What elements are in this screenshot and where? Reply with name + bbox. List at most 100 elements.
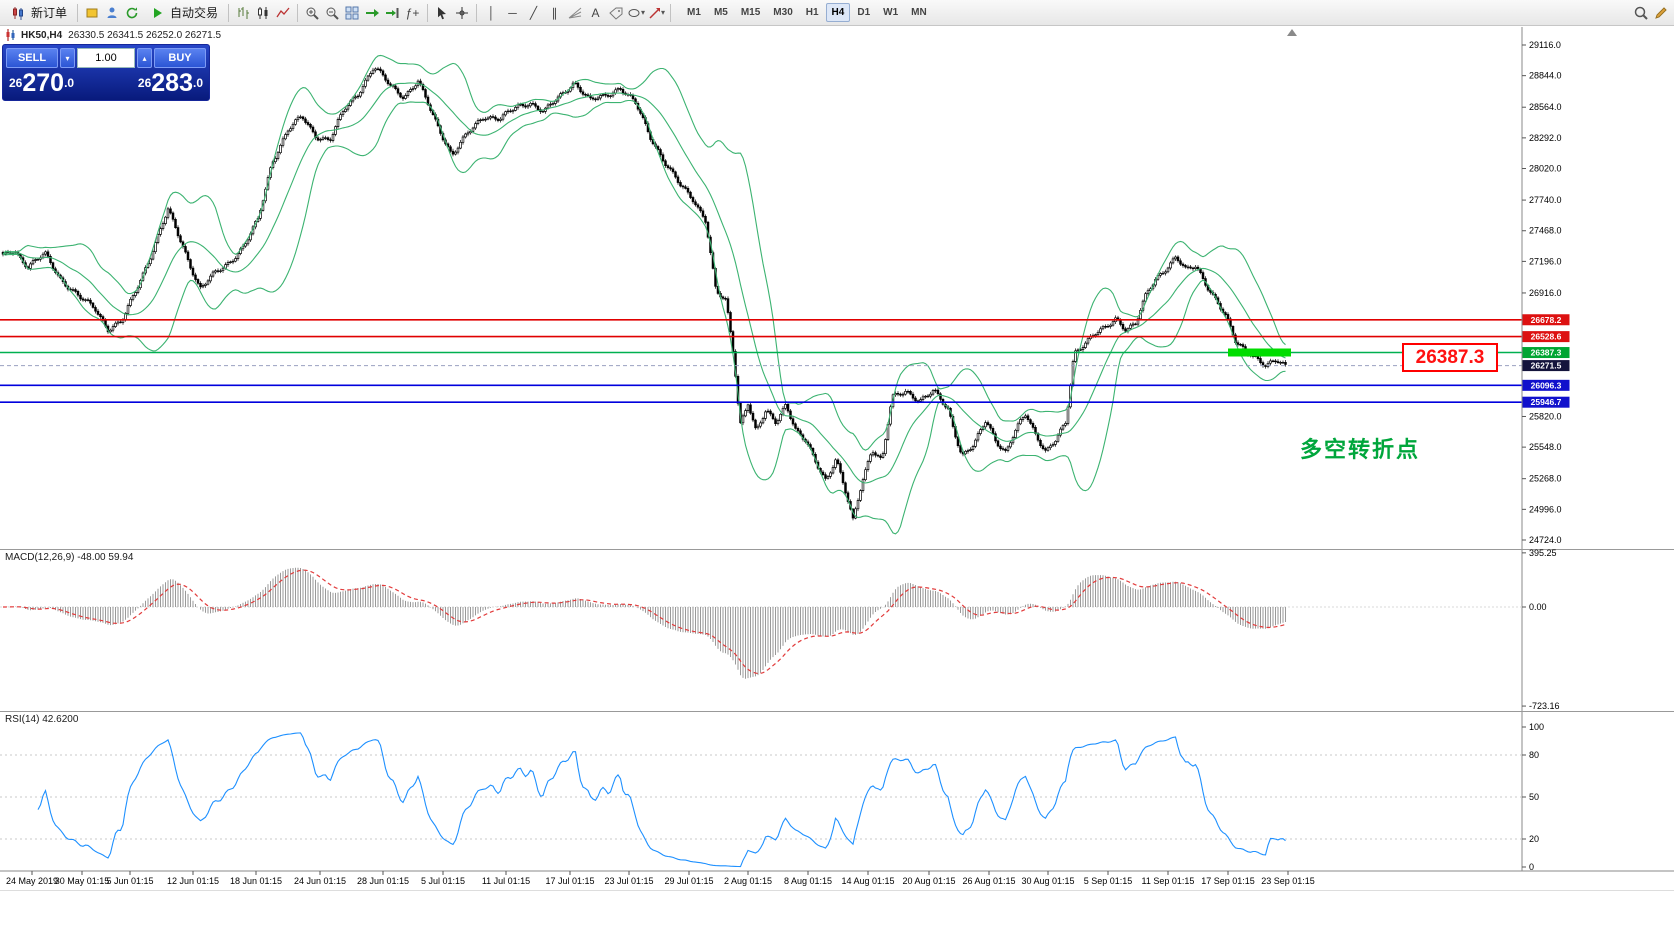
timeframe-button-m1[interactable]: M1 [687,7,701,18]
svg-text:5 Jul 01:15: 5 Jul 01:15 [421,876,465,886]
sell-price-prefix: 26 [9,76,23,90]
volume-decrease-button[interactable]: ▾ [60,48,75,68]
timeframe-button-m15[interactable]: M15 [740,7,761,18]
rsi-label: RSI(14) 42.6200 [5,714,79,725]
chart-shift-icon [386,7,399,18]
timeframe-button-h4[interactable]: H4 [825,3,851,22]
auto-scroll-button[interactable] [363,5,381,21]
timeframe-button-d1[interactable]: D1 [857,7,871,18]
buy-button[interactable]: BUY [154,48,206,68]
svg-text:23 Jul 01:15: 23 Jul 01:15 [604,876,653,886]
sell-price[interactable]: 26 270 .0 [9,70,74,97]
svg-text:18 Jun 01:15: 18 Jun 01:15 [230,876,282,886]
autotrading-button[interactable]: 自动交易 [143,3,223,23]
shapes-button[interactable]: ▾ [627,5,645,21]
pencil-icon [1655,6,1667,19]
price-axis[interactable]: 29116.0 28844.0 28564.0 28292.0 28020.0 27740… [1522,40,1570,545]
cursor-icon [438,6,447,19]
crosshair-button[interactable] [453,5,471,21]
market-watch-button[interactable] [83,5,101,21]
macd-label: MACD(12,26,9) -48.00 59.94 [5,552,134,563]
svg-text:28020.0: 28020.0 [1529,164,1562,174]
text-tool-button[interactable]: A [591,5,600,20]
auto-scroll-icon [366,8,380,17]
toolbar-separator [670,3,672,22]
svg-text:395.25: 395.25 [1529,548,1557,558]
turning-point-annotation[interactable]: 多空转折点 [1300,437,1421,462]
bollinger-lower-band [2,99,1286,535]
trendline-button[interactable]: ╱ [529,5,538,20]
price-tag [1522,360,1570,372]
volume-input[interactable] [77,48,135,68]
arrows-tool-button[interactable]: ▾ [647,5,665,21]
accounts-button[interactable] [103,5,121,21]
svg-text:24996.0: 24996.0 [1529,504,1562,514]
sell-price-big: 270 [22,69,65,97]
timeframe-button-m5[interactable]: M5 [713,7,728,18]
candlestick-chart-icon [258,6,268,19]
timeframe-button-mn[interactable]: MN [911,7,927,18]
person-icon [107,7,117,18]
sell-button[interactable]: SELL [6,48,58,68]
sell-price-suffix: .0 [64,76,75,90]
indicators-button[interactable]: ƒ+ [405,5,420,20]
macd-histogram [5,567,1286,679]
line-chart-button[interactable] [274,5,292,21]
zoom-out-icon [326,7,339,20]
chart-symbol-label: HK50,H4 26330.5 26341.5 26252.0 26271.5 [5,29,221,41]
rsi-line [37,732,1286,868]
fibonacci-icon [568,7,582,18]
horizontal-line-button[interactable]: ─ [508,5,517,20]
line-chart-icon [276,7,290,17]
svg-text:26271.5: 26271.5 [1531,361,1562,371]
refresh-icon [126,6,138,18]
label-tool-button[interactable] [607,5,625,21]
price-annotation-box[interactable]: 26387.3 [1402,343,1498,372]
svg-text:80: 80 [1529,750,1539,760]
timeframe-button-w1[interactable]: W1 [883,7,899,18]
edit-button[interactable] [1652,5,1670,21]
arrow-tool-icon [649,7,661,19]
main-toolbar: 新订单 自动交易 ƒ+ │ ─ ╱ ∥ A ▾ ▾ M1 M5 M15 M30 H1 H4… [0,0,1674,26]
symbol-timeframe-text: HK50,H4 [21,29,63,41]
vertical-line-button[interactable]: │ [487,5,496,20]
svg-text:29116.0: 29116.0 [1529,40,1561,50]
chart-shift-marker[interactable] [1287,29,1297,36]
crosshair-icon [456,6,469,19]
refresh-button[interactable] [123,5,141,21]
svg-text:28844.0: 28844.0 [1529,71,1562,81]
zoom-out-button[interactable] [323,5,341,21]
buy-price[interactable]: 26 283 .0 [138,70,203,97]
svg-text:100: 100 [1529,722,1544,732]
toolbar-separator [476,3,478,22]
timeframe-button-m30[interactable]: M30 [773,7,793,18]
tile-windows-icon [345,6,359,19]
new-order-label: 新订单 [31,6,68,20]
timeframe-button-h1[interactable]: H1 [805,7,819,18]
svg-text:50: 50 [1529,792,1539,802]
fibonacci-button[interactable] [566,5,584,21]
channel-button[interactable]: ∥ [551,5,558,20]
tile-windows-button[interactable] [343,5,361,21]
bar-chart-icon [238,6,250,19]
zoom-in-button[interactable] [303,5,321,21]
svg-text:25268.0: 25268.0 [1529,474,1562,484]
chart-shift-button[interactable] [383,5,401,21]
new-order-button[interactable]: 新订单 [4,3,72,23]
highlight-zone[interactable] [1228,348,1291,357]
yellow-cube-icon [86,8,98,17]
volume-increase-button[interactable]: ▴ [137,48,152,68]
bar-chart-button[interactable] [234,5,252,21]
svg-text:5 Sep 01:15: 5 Sep 01:15 [1084,876,1133,886]
svg-text:26096.3: 26096.3 [1531,380,1562,390]
candlestick-chart-button[interactable] [254,5,272,21]
cursor-button[interactable] [433,5,451,21]
new-order-icon [9,5,27,21]
search-button[interactable] [1632,5,1650,21]
buy-price-prefix: 26 [137,76,152,90]
autotrading-label: 自动交易 [170,6,219,20]
svg-text:23 Sep 01:15: 23 Sep 01:15 [1261,876,1315,886]
svg-text:20: 20 [1529,834,1539,844]
